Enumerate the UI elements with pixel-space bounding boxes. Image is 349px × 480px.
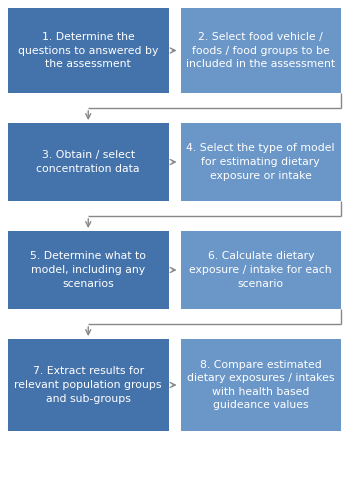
Text: 7. Extract results for
relevant population groups
and sub-groups: 7. Extract results for relevant populati…	[15, 366, 162, 404]
FancyBboxPatch shape	[180, 8, 341, 93]
Text: 1. Determine the
questions to answered by
the assessment: 1. Determine the questions to answered b…	[18, 32, 158, 69]
FancyBboxPatch shape	[180, 339, 341, 431]
FancyBboxPatch shape	[8, 8, 169, 93]
Text: 5. Determine what to
model, including any
scenarios: 5. Determine what to model, including an…	[30, 252, 146, 288]
Text: 6. Calculate dietary
exposure / intake for each
scenario: 6. Calculate dietary exposure / intake f…	[190, 252, 332, 288]
Text: 8. Compare estimated
dietary exposures / intakes
with health based
guideance val: 8. Compare estimated dietary exposures /…	[187, 360, 334, 410]
FancyBboxPatch shape	[8, 231, 169, 309]
Text: 3. Obtain / select
concentration data: 3. Obtain / select concentration data	[37, 150, 140, 174]
FancyBboxPatch shape	[180, 123, 341, 201]
Text: 2. Select food vehicle /
foods / food groups to be
included in the assessment: 2. Select food vehicle / foods / food gr…	[186, 32, 335, 69]
FancyBboxPatch shape	[8, 123, 169, 201]
FancyBboxPatch shape	[8, 339, 169, 431]
FancyBboxPatch shape	[180, 231, 341, 309]
Text: 4. Select the type of model
for estimating dietary
exposure or intake: 4. Select the type of model for estimati…	[186, 144, 335, 180]
